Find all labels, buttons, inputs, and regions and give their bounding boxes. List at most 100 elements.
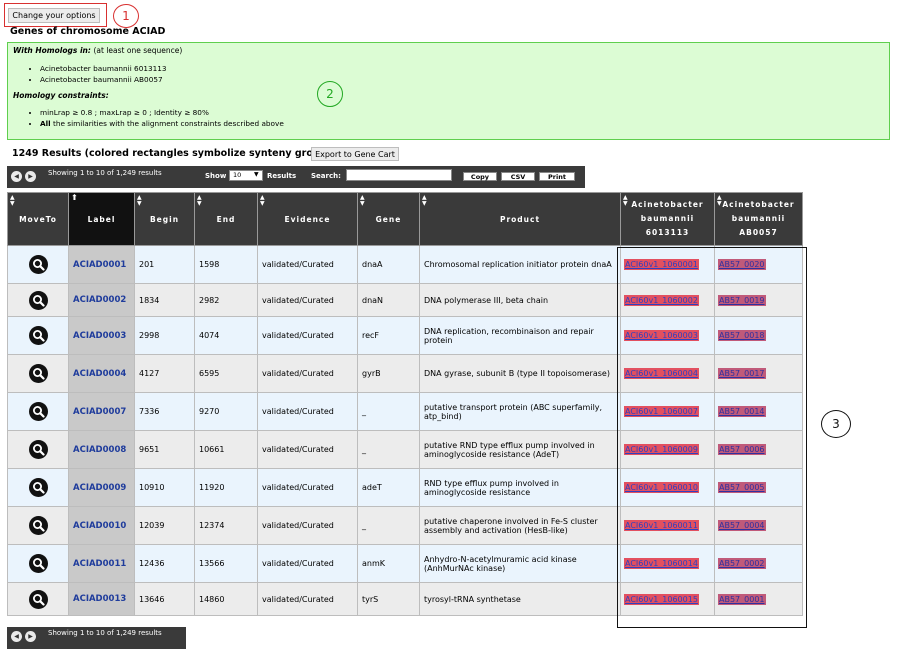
col-begin[interactable]: ▲ ▼ Begin xyxy=(134,192,195,246)
homolog-link-org2[interactable]: AB57_0018 xyxy=(718,330,766,341)
magnifier-icon[interactable] xyxy=(28,516,48,535)
copy-button[interactable]: Copy xyxy=(463,172,497,181)
move-to-cell[interactable] xyxy=(7,392,69,431)
move-to-cell[interactable] xyxy=(7,582,69,616)
col-end[interactable]: ▲ ▼ End xyxy=(194,192,258,246)
prev-page-icon[interactable]: ◀ xyxy=(11,631,22,642)
homolog1-cell: ACI60v1_1060014 xyxy=(620,544,715,583)
annotation-circle-2: 2 xyxy=(317,81,343,107)
prev-page-icon[interactable]: ◀ xyxy=(11,171,22,182)
homologs-heading-note: (at least one sequence) xyxy=(93,46,183,55)
gene-label-link[interactable]: ACIAD0002 xyxy=(68,283,135,317)
gene-label-link[interactable]: ACIAD0004 xyxy=(68,354,135,393)
gene-cell: tyrS xyxy=(357,582,420,616)
move-to-cell[interactable] xyxy=(7,283,69,317)
annotation-box-1 xyxy=(4,3,107,27)
col-evidence[interactable]: ▲ ▼ Evidence xyxy=(257,192,358,246)
gene-label-link[interactable]: ACIAD0008 xyxy=(68,430,135,469)
homolog-link-org1[interactable]: ACI60v1_1060002 xyxy=(624,294,699,306)
homolog-link-org1[interactable]: ACI60v1_1060011 xyxy=(624,520,699,531)
homolog-link-org1[interactable]: ACI60v1_1060003 xyxy=(624,330,699,341)
page-size-select[interactable]: 10 ▼ xyxy=(229,170,263,181)
homolog-link-org1[interactable]: ACI60v1_1060007 xyxy=(624,406,699,417)
table-footer: ◀ ▶ Showing 1 to 10 of 1,249 results xyxy=(7,627,186,649)
magnifier-icon[interactable] xyxy=(28,326,48,345)
col-org2[interactable]: ▲ ▼ Acinetobacter baumannii AB0057 xyxy=(714,192,803,246)
homolog2-cell: AB57_0006 xyxy=(714,430,803,469)
begin-cell: 12039 xyxy=(134,506,195,545)
magnifier-icon[interactable] xyxy=(28,402,48,421)
homolog-link-org1[interactable]: ACI60v1_1060010 xyxy=(624,482,699,493)
move-to-cell[interactable] xyxy=(7,354,69,393)
col-label[interactable]: ⬆ Label xyxy=(68,192,135,246)
table-row: ACIAD0009 10910 11920 validated/Curated adeT… xyxy=(7,468,803,507)
end-cell: 14860 xyxy=(194,582,258,616)
product-cell: DNA polymerase III, beta chain xyxy=(419,283,621,317)
gene-label-link[interactable]: ACIAD0003 xyxy=(68,316,135,355)
csv-button[interactable]: CSV xyxy=(501,172,535,181)
homolog-link-org1[interactable]: ACI60v1_1060014 xyxy=(624,558,699,569)
magnifier-icon[interactable] xyxy=(28,255,48,274)
homolog-link-org2[interactable]: AB57_0002 xyxy=(718,558,766,569)
criteria-panel: With Homologs in: (at least one sequence… xyxy=(7,42,890,140)
gene-cell: recF xyxy=(357,316,420,355)
gene-label-link[interactable]: ACIAD0010 xyxy=(68,506,135,545)
col-product[interactable]: ▲ ▼ Product xyxy=(419,192,621,246)
gene-label-link[interactable]: ACIAD0007 xyxy=(68,392,135,431)
table-toolbar: ◀ ▶ Showing 1 to 10 of 1,249 results Sho… xyxy=(7,166,473,188)
homolog-link-org1[interactable]: ACI60v1_1060001 xyxy=(624,259,699,270)
move-to-cell[interactable] xyxy=(7,506,69,545)
next-page-icon[interactable]: ▶ xyxy=(25,171,36,182)
list-item: Acinetobacter baumannii 6013113 xyxy=(40,64,167,75)
footer-showing-info: Showing 1 to 10 of 1,249 results xyxy=(48,629,162,637)
evidence-cell: validated/Curated xyxy=(257,544,358,583)
magnifier-icon[interactable] xyxy=(28,589,48,609)
homolog1-cell: ACI60v1_1060010 xyxy=(620,468,715,507)
gene-label-link[interactable]: ACIAD0001 xyxy=(68,245,135,284)
col-org1[interactable]: ▲ ▼ Acinetobacter baumannii 6013113 xyxy=(620,192,715,246)
print-button[interactable]: Print xyxy=(539,172,575,181)
move-to-cell[interactable] xyxy=(7,245,69,284)
magnifier-icon[interactable] xyxy=(28,364,48,383)
list-item: Acinetobacter baumannii AB0057 xyxy=(40,75,167,86)
magnifier-icon[interactable] xyxy=(28,478,48,497)
table-header-row: ▲ ▼ MoveTo ⬆ Label ▲ ▼ Begin ▲ ▼ End ▲ ▼ Evidence… xyxy=(7,192,803,246)
magnifier-icon[interactable] xyxy=(28,440,48,459)
move-to-cell[interactable] xyxy=(7,544,69,583)
homolog-link-org1[interactable]: ACI60v1_1060004 xyxy=(624,368,699,379)
homolog-link-org2[interactable]: AB57_0020 xyxy=(718,259,766,270)
move-to-cell[interactable] xyxy=(7,430,69,469)
homolog1-cell: ACI60v1_1060011 xyxy=(620,506,715,545)
search-input[interactable] xyxy=(346,169,452,181)
gene-label-link[interactable]: ACIAD0009 xyxy=(68,468,135,507)
move-to-cell[interactable] xyxy=(7,316,69,355)
col-moveto[interactable]: ▲ ▼ MoveTo xyxy=(7,192,69,246)
product-cell: RND type efflux pump involved in aminogl… xyxy=(419,468,621,507)
gene-label-link[interactable]: ACIAD0011 xyxy=(68,544,135,583)
col-gene[interactable]: ▲ ▼ Gene xyxy=(357,192,420,246)
export-gene-cart-button[interactable]: Export to Gene Cart xyxy=(311,147,399,161)
homolog-link-org2[interactable]: AB57_0019 xyxy=(718,294,766,306)
magnifier-icon[interactable] xyxy=(28,290,48,310)
search-label: Search: xyxy=(311,172,341,180)
next-page-icon[interactable]: ▶ xyxy=(25,631,36,642)
homolog2-cell: AB57_0020 xyxy=(714,245,803,284)
homolog-link-org2[interactable]: AB57_0004 xyxy=(718,520,766,531)
homolog-link-org2[interactable]: AB57_0001 xyxy=(718,593,766,605)
homolog-link-org1[interactable]: ACI60v1_1060009 xyxy=(624,444,699,455)
homolog-link-org2[interactable]: AB57_0005 xyxy=(718,482,766,493)
move-to-cell[interactable] xyxy=(7,468,69,507)
homolog-link-org2[interactable]: AB57_0014 xyxy=(718,406,766,417)
homolog-link-org1[interactable]: ACI60v1_1060015 xyxy=(624,593,699,605)
change-options-button[interactable]: Change your options xyxy=(8,8,100,23)
magnifier-icon[interactable] xyxy=(28,554,48,573)
col-org2-line3: AB0057 xyxy=(739,228,778,237)
sort-icon: ▲ ▼ xyxy=(717,194,722,207)
homolog-link-org2[interactable]: AB57_0006 xyxy=(718,444,766,455)
showing-info: Showing 1 to 10 of 1,249 results xyxy=(48,169,162,177)
evidence-cell: validated/Curated xyxy=(257,316,358,355)
gene-label-link[interactable]: ACIAD0013 xyxy=(68,582,135,616)
col-evidence-label: Evidence xyxy=(284,214,331,224)
homolog-link-org2[interactable]: AB57_0017 xyxy=(718,368,766,379)
col-org1-line2: baumannii xyxy=(640,214,695,223)
